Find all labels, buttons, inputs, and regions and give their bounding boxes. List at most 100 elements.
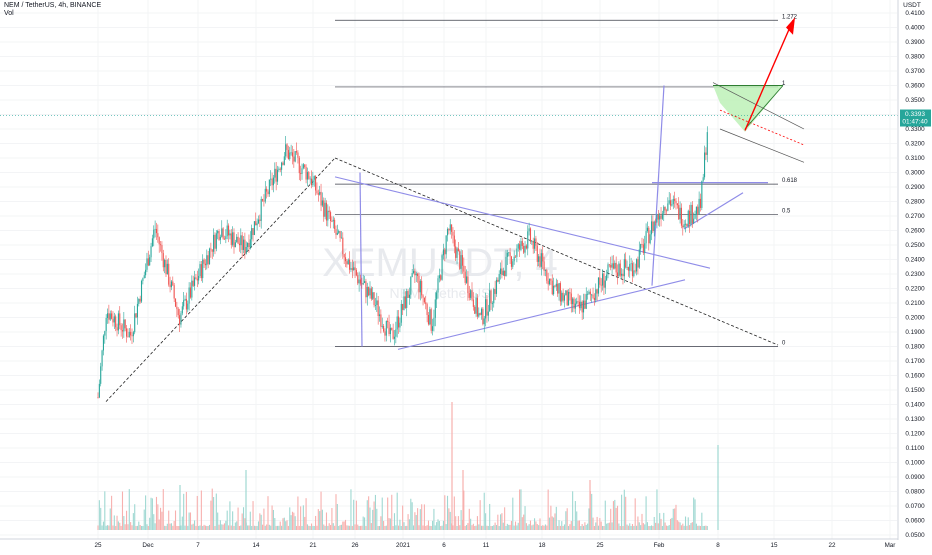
candle-body (234, 242, 236, 248)
time-tick-label: Mar (885, 542, 896, 549)
candle-body (194, 277, 196, 286)
candle-body (417, 273, 419, 276)
volume-bar (306, 524, 308, 530)
volume-bar (138, 521, 140, 530)
symbol-line: NEM / TetherUS, 4h, BINANCE (4, 2, 102, 9)
volume-bar (176, 525, 178, 530)
candle-body (626, 267, 628, 268)
volume-bar (483, 492, 485, 530)
bar-countdown-label: 01:47:40 (902, 119, 928, 126)
volume-bar (248, 525, 250, 530)
candle-body (124, 319, 126, 329)
candle-body (679, 207, 681, 220)
candle-body (169, 284, 171, 288)
volume-bar (546, 525, 548, 530)
candle-body (412, 270, 415, 274)
volume-bar (301, 525, 303, 530)
chart-drawings (0, 17, 898, 402)
candle-body (489, 290, 491, 312)
time-tick-label: 6 (442, 542, 446, 549)
candle-body (279, 168, 281, 170)
candle-body (448, 229, 450, 231)
volume-bar (317, 509, 319, 530)
volume-bar (663, 512, 665, 530)
candle-body (529, 228, 532, 242)
candle-body (629, 264, 631, 271)
candle-body (432, 326, 434, 331)
volume-bar (324, 525, 326, 530)
volume-bar (365, 525, 367, 530)
candle-body (553, 285, 555, 295)
volume-bar (637, 516, 639, 530)
volume-bar (597, 525, 600, 530)
candle-body (486, 299, 488, 316)
volume-bar (214, 525, 216, 530)
volume-bar (691, 522, 693, 530)
volume-bar (383, 520, 385, 530)
candle-body (493, 289, 495, 304)
candle-body (676, 203, 678, 206)
candle-body (245, 246, 247, 254)
volume-bar (429, 525, 431, 530)
volume-bar (184, 525, 186, 530)
candle-body (131, 335, 133, 337)
volume-bar (146, 524, 148, 530)
volume-bar (392, 525, 394, 530)
volume-bar (614, 499, 616, 530)
candle-body (429, 309, 431, 325)
volume-bar (675, 504, 677, 530)
candle-body (588, 291, 590, 294)
candle-body (657, 214, 659, 220)
candle-body (151, 238, 153, 247)
volume-bar (418, 525, 420, 530)
candle-body (286, 144, 288, 150)
candle-body (550, 278, 552, 281)
candle-body (153, 229, 155, 239)
volume-bar (543, 525, 545, 530)
time-tick-label: 26 (351, 542, 359, 549)
price-tick-label: 0.4100 (905, 10, 925, 17)
volume-bar (607, 523, 609, 530)
volume-bar (372, 509, 374, 530)
candle-body (649, 234, 651, 244)
volume-bar (338, 525, 340, 530)
candle-body (359, 279, 362, 284)
candle-body (616, 272, 619, 277)
candle-body (558, 283, 560, 294)
candle-body (143, 275, 145, 279)
price-tick-label: 0.1900 (905, 329, 925, 336)
volume-bar (653, 516, 655, 530)
volume-bar (410, 498, 412, 530)
volume-bar (644, 524, 646, 530)
volume-bar (219, 520, 221, 530)
candle-body (98, 383, 100, 398)
volume-bar (126, 510, 128, 530)
volume-bar (183, 493, 185, 530)
volume-bar (436, 522, 438, 530)
candle-body (656, 214, 658, 223)
volume-bar (476, 516, 478, 530)
candle-body (111, 313, 113, 319)
volume-bar (255, 525, 257, 530)
volume-bar (419, 509, 421, 530)
volume-bar (680, 525, 682, 530)
candle-body (369, 288, 371, 296)
candle-body (195, 277, 197, 279)
volume-bar (701, 512, 703, 530)
candle-body (155, 228, 158, 234)
price-tick-label: 0.2400 (905, 257, 925, 264)
volume-bar (276, 525, 279, 530)
candle-body (704, 152, 706, 178)
volume-bar (659, 513, 661, 530)
candle-body (642, 244, 644, 253)
candle-body (226, 225, 228, 237)
volume-bar (106, 525, 109, 530)
price-tick-label: 0.4000 (905, 25, 925, 32)
candle-body (468, 293, 470, 298)
candle-body (260, 198, 262, 221)
volume-bar (354, 524, 356, 530)
candle-body (132, 332, 134, 337)
fib-label: 1 (782, 81, 786, 87)
